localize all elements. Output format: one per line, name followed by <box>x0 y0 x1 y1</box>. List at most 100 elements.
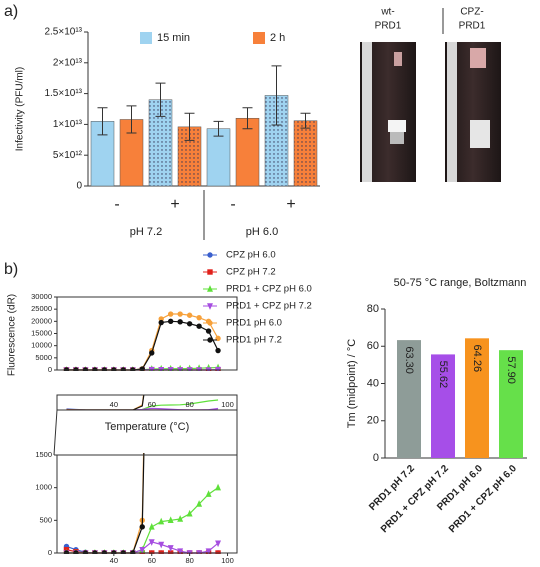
value-label: 64.26 <box>471 345 483 373</box>
data-point <box>150 93 154 97</box>
plot-area <box>63 311 222 371</box>
y-tick-label: 60 <box>367 340 379 352</box>
legend-label: 15 min <box>157 32 190 44</box>
y-tick-label: 30000 <box>31 292 52 301</box>
legend-swatch <box>140 32 152 44</box>
panel-label: b) <box>4 261 18 278</box>
error-bar <box>213 120 224 137</box>
bar-hatch <box>178 126 201 186</box>
x-tick-label: 40 <box>110 556 118 565</box>
y-tick-label: 0 <box>48 548 52 557</box>
series-line <box>66 395 145 410</box>
y-tick-label: 20000 <box>31 316 52 325</box>
x-tick-label: 80 <box>185 556 193 565</box>
x-tick-label: 60 <box>148 400 156 409</box>
legend-label: CPZ pH 7.2 <box>226 267 276 278</box>
data-point <box>216 28 220 32</box>
data-point <box>158 319 164 326</box>
data-point <box>196 323 202 329</box>
panel-label: a) <box>4 3 18 20</box>
y-tick-label: 0 <box>373 452 379 464</box>
legend-label: PRD1 + CPZ pH 6.0 <box>226 284 312 295</box>
data-point <box>150 28 154 32</box>
data-point <box>149 350 155 356</box>
data-point <box>158 517 165 525</box>
x-tick-label: + <box>170 196 179 213</box>
error-bar <box>97 107 108 136</box>
error-bar <box>126 105 137 134</box>
data-point <box>186 321 193 327</box>
legend-label: PRD1 pH 6.0 <box>226 318 282 329</box>
data-point <box>205 328 212 334</box>
data-point <box>139 524 145 530</box>
y-tick-label: 0 <box>76 181 82 192</box>
bar-hatch <box>265 95 288 186</box>
y-tick-label: 20 <box>367 415 379 427</box>
y-tick-label: 10000 <box>31 341 52 350</box>
legend-marker <box>207 320 213 326</box>
y-tick-label: 5000 <box>35 353 52 362</box>
y-tick-label: 15000 <box>31 328 52 337</box>
bar <box>397 340 421 458</box>
data-point <box>186 312 193 318</box>
error-bar <box>184 112 195 141</box>
zoom-connector <box>53 409 238 456</box>
data-point <box>139 366 145 371</box>
error-bar <box>300 112 311 129</box>
y-tick-label: 500 <box>39 515 52 524</box>
data-point <box>167 318 174 325</box>
x-tick-label: 60 <box>148 556 156 565</box>
y-axis-label: Fluorescence (dR) <box>7 294 18 376</box>
y-tick-label: 1000 <box>35 483 52 492</box>
data-point <box>158 541 165 549</box>
data-point <box>177 548 184 554</box>
y-tick-label: 2×10¹³ <box>53 57 83 68</box>
data-point <box>196 500 203 507</box>
legend-marker <box>207 337 213 343</box>
group-label: pH 6.0 <box>246 226 278 238</box>
photo-label: wt- <box>380 7 394 18</box>
data-point <box>196 314 202 321</box>
data-point <box>215 483 222 491</box>
bar <box>499 350 523 458</box>
y-tick-label: 40 <box>367 377 379 389</box>
y-tick-label: 1×10¹³ <box>53 119 83 130</box>
y-axis-label: Infectivity (PFU/ml) <box>15 67 26 151</box>
photo <box>360 42 416 182</box>
y-axis-label: Tm (midpoint) / °C <box>346 339 358 428</box>
photo-label: CPZ- <box>460 7 483 18</box>
data-point <box>186 509 193 517</box>
plot-frame <box>56 454 238 554</box>
plot-frame <box>56 394 238 411</box>
x-tick-label: 40 <box>110 400 118 409</box>
data-point <box>148 539 155 546</box>
y-tick-label: 2.5×10¹³ <box>44 27 82 38</box>
legend-swatch <box>253 32 265 44</box>
y-tick-label: 0 <box>48 365 52 374</box>
series-line <box>66 453 145 554</box>
x-tick-label: 100 <box>221 556 234 565</box>
data-point <box>205 548 212 554</box>
error-bar <box>155 82 166 117</box>
x-tick-label: - <box>230 196 235 213</box>
legend-label: 2 h <box>270 32 285 44</box>
photo <box>445 42 501 182</box>
x-tick-label: PRD1 + CPZ pH 6.0 <box>447 463 519 535</box>
data-point <box>215 335 221 342</box>
photo-label: PRD1 <box>459 21 486 32</box>
data-point <box>177 319 183 325</box>
legend-label: PRD1 + CPZ pH 7.2 <box>226 301 312 312</box>
series-line <box>66 453 145 554</box>
value-label: 55.62 <box>437 361 449 389</box>
series-line <box>66 395 145 410</box>
value-label: 57.90 <box>505 356 517 384</box>
data-point <box>139 547 146 554</box>
data-point <box>167 545 174 552</box>
series-line <box>66 320 219 371</box>
plot-area <box>66 395 219 410</box>
data-point <box>148 522 155 530</box>
data-point <box>215 347 221 354</box>
legend-label: CPZ pH 6.0 <box>226 250 276 261</box>
y-tick-label: 5×10¹² <box>53 150 83 161</box>
